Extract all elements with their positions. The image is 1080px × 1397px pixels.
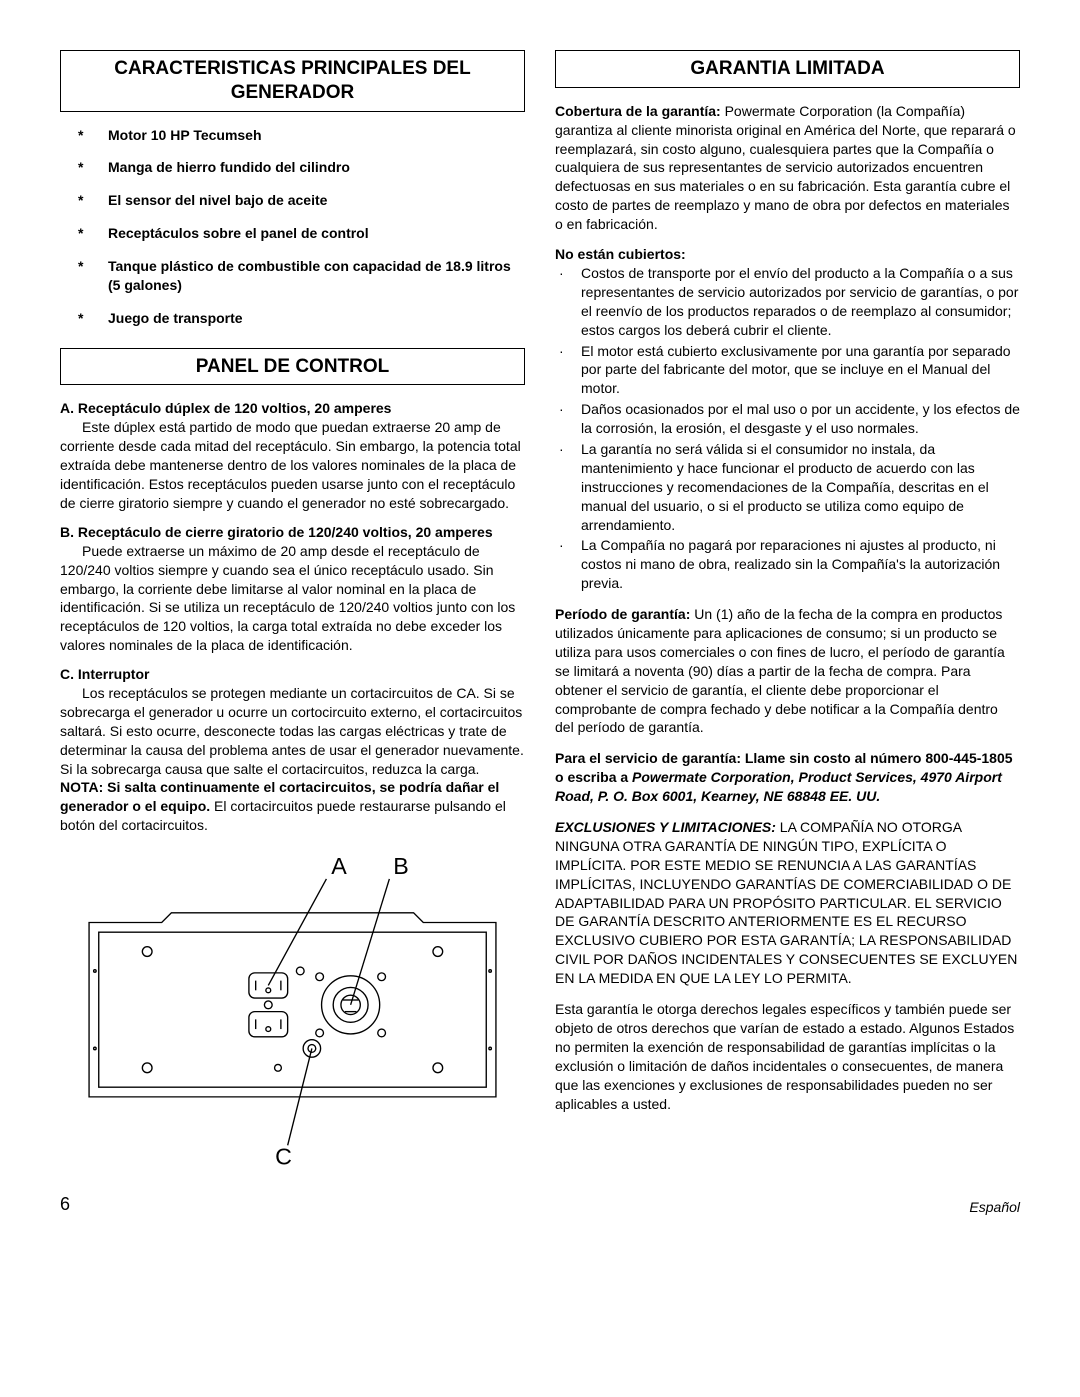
feature-text: Juego de transporte [108,309,243,328]
exclusion-text: Daños ocasionados por el mal uso o por u… [581,400,1020,438]
left-column: CARACTERISTICAS PRINCIPALES DEL GENERADO… [60,50,525,1174]
coverage-para: Cobertura de la garantía: Powermate Corp… [555,102,1020,234]
diagram-label-c: C [275,1144,292,1170]
section-c-body1: Los receptáculos se protegen mediante un… [60,685,524,777]
bullet-icon: · [555,440,581,534]
exclusion-text: La garantía no será válida si el consumi… [581,440,1020,534]
bullet-icon: · [555,536,581,593]
features-list: *Motor 10 HP Tecumseh *Manga de hierro f… [78,126,525,328]
section-b-body: Puede extraerse un máximo de 20 amp desd… [60,542,525,655]
feature-item: *Motor 10 HP Tecumseh [78,126,525,145]
page-columns: CARACTERISTICAS PRINCIPALES DEL GENERADO… [60,50,1020,1174]
feature-item: *Manga de hierro fundido del cilindro [78,158,525,177]
feature-text: Manga de hierro fundido del cilindro [108,158,350,177]
bullet-star: * [78,126,108,145]
bullet-icon: · [555,264,581,340]
bullet-icon: · [555,342,581,399]
bullet-star: * [78,309,108,328]
not-covered-heading: No están cubiertos: [555,246,1020,262]
exclusion-list: ·Costos de transporte por el envío del p… [555,264,1020,593]
exclusion-item: ·Costos de transporte por el envío del p… [555,264,1020,340]
warranty-title: GARANTIA LIMITADA [555,50,1020,88]
exclusion-text: Costos de transporte por el envío del pr… [581,264,1020,340]
exclusion-item: ·El motor está cubierto exclusivamente p… [555,342,1020,399]
section-a-body: Este dúplex está partido de modo que pue… [60,418,525,512]
section-c-body: Los receptáculos se protegen mediante un… [60,684,525,835]
bullet-star: * [78,224,108,243]
panel-text: A. Receptáculo dúplex de 120 voltios, 20… [60,399,525,835]
exclusions-body: LA COMPAÑÍA NO OTORGA NINGUNA OTRA GARAN… [555,819,1017,986]
page-number: 6 [60,1194,70,1215]
section-a-heading: A. Receptáculo dúplex de 120 voltios, 20… [60,399,525,418]
final-para: Esta garantía le otorga derechos legales… [555,1000,1020,1113]
feature-item: *Juego de transporte [78,309,525,328]
feature-item: *Receptáculos sobre el panel de control [78,224,525,243]
exclusion-item: ·La Compañía no pagará por reparaciones … [555,536,1020,593]
control-panel-diagram: A B C [60,845,525,1174]
exclusion-text: La Compañía no pagará por reparaciones n… [581,536,1020,593]
period-body: Un (1) año de la fecha de la compra en p… [555,606,1005,735]
right-column: GARANTIA LIMITADA Cobertura de la garant… [555,50,1020,1174]
section-c-heading: C. Interruptor [60,665,525,684]
exclusions-para: EXCLUSIONES Y LIMITACIONES: LA COMPAÑÍA … [555,818,1020,988]
period-para: Período de garantía: Un (1) año de la fe… [555,605,1020,737]
diagram-svg: A B C [60,845,525,1174]
page-footer: 6 Español [60,1194,1020,1215]
feature-item: *El sensor del nivel bajo de aceite [78,191,525,210]
exclusions-label: EXCLUSIONES Y LIMITACIONES: [555,819,776,835]
exclusion-text: El motor está cubierto exclusivamente po… [581,342,1020,399]
bullet-star: * [78,191,108,210]
bullet-star: * [78,257,108,295]
coverage-body: Powermate Corporation (la Compañía) gara… [555,103,1016,232]
features-title: CARACTERISTICAS PRINCIPALES DEL GENERADO… [60,50,525,112]
bullet-icon: · [555,400,581,438]
feature-text: Tanque plástico de combustible con capac… [108,257,525,295]
coverage-label: Cobertura de la garantía: [555,103,721,119]
period-label: Período de garantía: [555,606,690,622]
service-para: Para el servicio de garantía: Llame sin … [555,749,1020,806]
feature-text: El sensor del nivel bajo de aceite [108,191,327,210]
feature-text: Motor 10 HP Tecumseh [108,126,262,145]
feature-text: Receptáculos sobre el panel de control [108,224,369,243]
exclusion-item: ·La garantía no será válida si el consum… [555,440,1020,534]
diagram-label-a: A [331,853,347,879]
exclusion-item: ·Daños ocasionados por el mal uso o por … [555,400,1020,438]
section-b-heading: B. Receptáculo de cierre giratorio de 12… [60,523,525,542]
bullet-star: * [78,158,108,177]
feature-item: *Tanque plástico de combustible con capa… [78,257,525,295]
diagram-label-b: B [393,853,409,879]
language-label: Español [969,1199,1020,1215]
panel-title: PANEL DE CONTROL [60,348,525,386]
